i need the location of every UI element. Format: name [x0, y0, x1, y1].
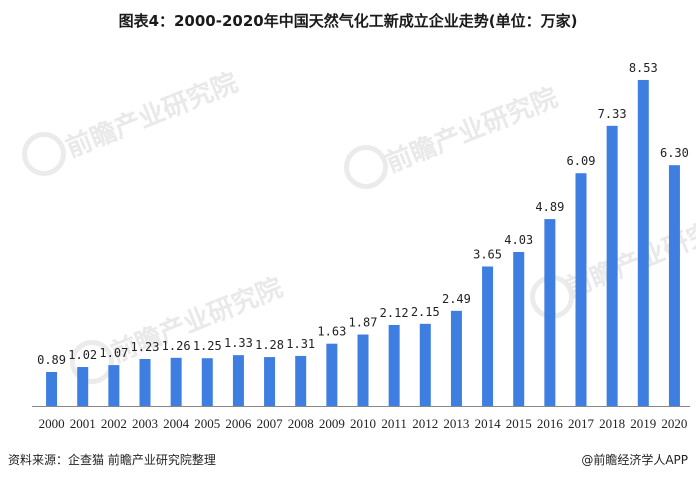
bar-2017: [575, 173, 587, 406]
x-tick-label-2009: 2009: [319, 416, 345, 431]
bar-2014: [482, 266, 494, 406]
chart-title: 图表4：2000-2020年中国天然气化工新成立企业走势(单位：万家): [118, 12, 578, 30]
bar-2020: [668, 165, 680, 406]
bar-2000: [46, 371, 58, 406]
value-label-2010: 1.87: [349, 316, 378, 330]
x-tick-label-2020: 2020: [661, 416, 687, 431]
bar-2005: [201, 358, 213, 406]
bar-2001: [77, 367, 89, 406]
bar-2015: [513, 251, 525, 406]
bar-2004: [170, 357, 182, 406]
value-label-2015: 4.03: [504, 233, 533, 247]
x-tick-label-2018: 2018: [599, 416, 625, 431]
value-label-2011: 2.12: [380, 306, 409, 320]
x-tick-label-2017: 2017: [568, 416, 595, 431]
value-label-2017: 6.09: [567, 154, 596, 168]
x-tick-labels-group: 2000 2001 2002 2003 2004 2005 2006 2007 2008 2009…: [39, 416, 688, 431]
value-label-2019: 8.53: [629, 61, 658, 75]
value-label-2003: 1.23: [131, 340, 160, 354]
bar-2013: [450, 310, 462, 406]
value-label-2007: 1.28: [255, 338, 284, 352]
value-label-2000: 0.89: [37, 353, 66, 367]
bar-2016: [544, 219, 556, 406]
value-label-2018: 7.33: [598, 107, 627, 121]
x-tick-label-2000: 2000: [39, 416, 65, 431]
x-tick-label-2014: 2014: [475, 416, 502, 431]
bar-2011: [388, 324, 400, 406]
value-label-2008: 1.31: [286, 337, 315, 351]
x-tick-label-2015: 2015: [506, 416, 532, 431]
x-tick-label-2016: 2016: [537, 416, 564, 431]
x-tick-label-2019: 2019: [630, 416, 656, 431]
value-label-2009: 1.63: [317, 325, 346, 339]
value-label-2006: 1.33: [224, 336, 253, 350]
bar-2010: [357, 334, 369, 406]
x-tick-label-2004: 2004: [163, 416, 190, 431]
bar-2012: [419, 323, 431, 406]
x-tick-label-2003: 2003: [132, 416, 158, 431]
x-tick-label-2013: 2013: [443, 416, 469, 431]
bar-2007: [264, 357, 276, 406]
bar-2008: [295, 355, 307, 406]
value-label-2012: 2.15: [411, 305, 440, 319]
x-tick-label-2007: 2007: [257, 416, 284, 431]
bar-2009: [326, 343, 338, 406]
value-label-2020: 6.30: [660, 146, 689, 160]
source-note: 资料来源：企查猫 前瞻产业研究院整理: [8, 453, 216, 467]
x-tick-label-2008: 2008: [288, 416, 314, 431]
credit-note: @前瞻经济学人APP: [581, 453, 688, 467]
value-label-2013: 2.49: [442, 292, 471, 306]
watermark-logo-icon: [70, 340, 114, 384]
bars-group: [46, 79, 680, 407]
watermark-logo-icon: [344, 145, 388, 189]
value-label-2014: 3.65: [473, 247, 502, 261]
watermark-logo-icon: [22, 132, 66, 176]
bar-2018: [606, 125, 618, 406]
x-tick-label-2011: 2011: [381, 416, 407, 431]
value-label-2016: 4.89: [535, 200, 564, 214]
value-label-2002: 1.07: [99, 346, 128, 360]
value-labels-group: 0.89 1.02 1.07 1.23 1.26 1.25 1.33 1.28 1.311.63…: [37, 61, 689, 367]
bar-2003: [139, 358, 151, 406]
x-tick-label-2006: 2006: [225, 416, 252, 431]
x-tick-label-2002: 2002: [101, 416, 127, 431]
bar-2006: [232, 355, 244, 406]
value-label-2001: 1.02: [68, 348, 97, 362]
value-label-2005: 1.25: [193, 339, 222, 353]
bar-2019: [637, 79, 649, 407]
bar-2002: [108, 365, 120, 406]
x-tick-label-2012: 2012: [412, 416, 438, 431]
x-tick-label-2010: 2010: [350, 416, 376, 431]
value-label-2004: 1.26: [162, 339, 191, 353]
x-tick-label-2001: 2001: [70, 416, 96, 431]
x-tick-label-2005: 2005: [194, 416, 220, 431]
